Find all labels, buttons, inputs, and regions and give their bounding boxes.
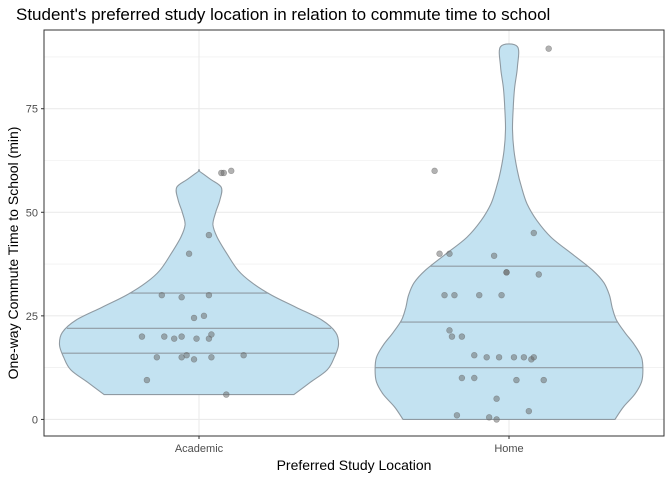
data-point (528, 356, 535, 363)
data-point (208, 354, 215, 361)
data-point (190, 356, 198, 363)
data-point (200, 312, 208, 320)
data-point (498, 291, 505, 299)
chart-title: Student's preferred study location in re… (16, 5, 550, 24)
data-point (530, 229, 537, 237)
y-tick-label: 25 (26, 311, 38, 323)
data-point (476, 291, 483, 299)
data-point (545, 45, 552, 52)
data-point (441, 291, 448, 299)
data-point (493, 416, 500, 423)
x-axis-title: Preferred Study Location (277, 457, 432, 473)
violin-home (374, 43, 644, 420)
data-point (185, 250, 193, 257)
data-point (446, 250, 453, 257)
data-point (446, 327, 453, 334)
data-point (520, 354, 528, 361)
data-point (448, 333, 456, 340)
data-point (493, 395, 500, 402)
data-point (158, 291, 166, 299)
data-point (535, 271, 542, 278)
x-tick-label: Home (494, 443, 523, 455)
data-point (503, 269, 510, 276)
data-point (178, 354, 185, 361)
data-point (205, 231, 213, 239)
data-point (483, 354, 490, 361)
data-point (171, 335, 178, 342)
data-point (436, 250, 443, 257)
data-point (525, 407, 533, 415)
data-point (513, 376, 520, 384)
data-point (495, 354, 503, 361)
violin-academic (58, 169, 340, 396)
data-point (193, 335, 200, 342)
data-point (153, 354, 161, 361)
data-point (490, 252, 498, 259)
y-tick-label: 75 (26, 104, 38, 116)
data-point (471, 374, 478, 382)
data-point (451, 291, 458, 299)
data-point (138, 333, 146, 340)
data-point (205, 291, 213, 299)
data-point (178, 294, 185, 301)
data-point (431, 167, 438, 175)
panel-border (43, 29, 665, 437)
data-point (161, 333, 168, 340)
data-point (453, 412, 461, 419)
y-tick-label: 0 (32, 414, 38, 426)
data-point (218, 169, 225, 177)
x-tick-label: Academic (175, 443, 224, 455)
plot-panel: 0 25 50 75 Academic Home (26, 29, 665, 455)
y-tick-label: 50 (26, 207, 38, 219)
data-point (178, 333, 185, 340)
data-point (143, 376, 151, 384)
data-point (485, 414, 493, 421)
data-point (223, 391, 230, 398)
data-point (458, 374, 466, 382)
data-point (471, 352, 478, 359)
data-point (228, 167, 235, 175)
data-point (510, 354, 518, 361)
data-point (240, 352, 247, 359)
data-point (458, 333, 466, 340)
y-axis-title: One-way Commute Time to School (min) (5, 127, 21, 380)
data-point (190, 314, 198, 322)
data-point (540, 376, 547, 384)
data-point (205, 335, 213, 342)
